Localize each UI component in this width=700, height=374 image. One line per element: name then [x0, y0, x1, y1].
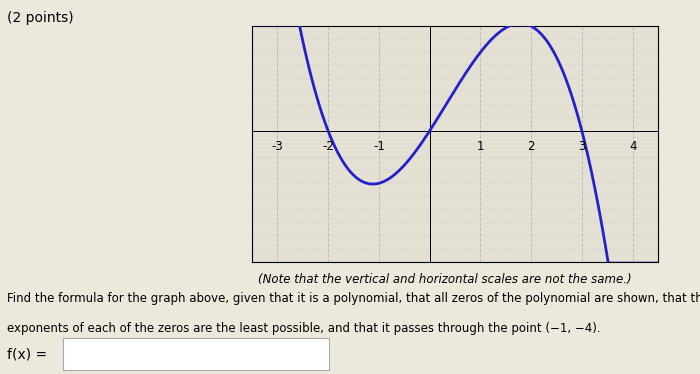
Text: 1: 1 [477, 140, 484, 153]
Text: -1: -1 [373, 140, 385, 153]
Text: -2: -2 [322, 140, 334, 153]
Text: exponents of each of the zeros are the least possible, and that it passes throug: exponents of each of the zeros are the l… [7, 322, 601, 335]
Text: 2: 2 [527, 140, 535, 153]
Text: (Note that the vertical and horizontal scales are not the same.): (Note that the vertical and horizontal s… [258, 273, 631, 286]
Text: Find the formula for the graph above, given that it is a polynomial, that all ze: Find the formula for the graph above, gi… [7, 292, 700, 305]
Text: (2 points): (2 points) [7, 11, 74, 25]
Text: 3: 3 [578, 140, 586, 153]
Text: -3: -3 [272, 140, 284, 153]
Text: 4: 4 [629, 140, 636, 153]
Text: f(x) =: f(x) = [7, 348, 47, 362]
